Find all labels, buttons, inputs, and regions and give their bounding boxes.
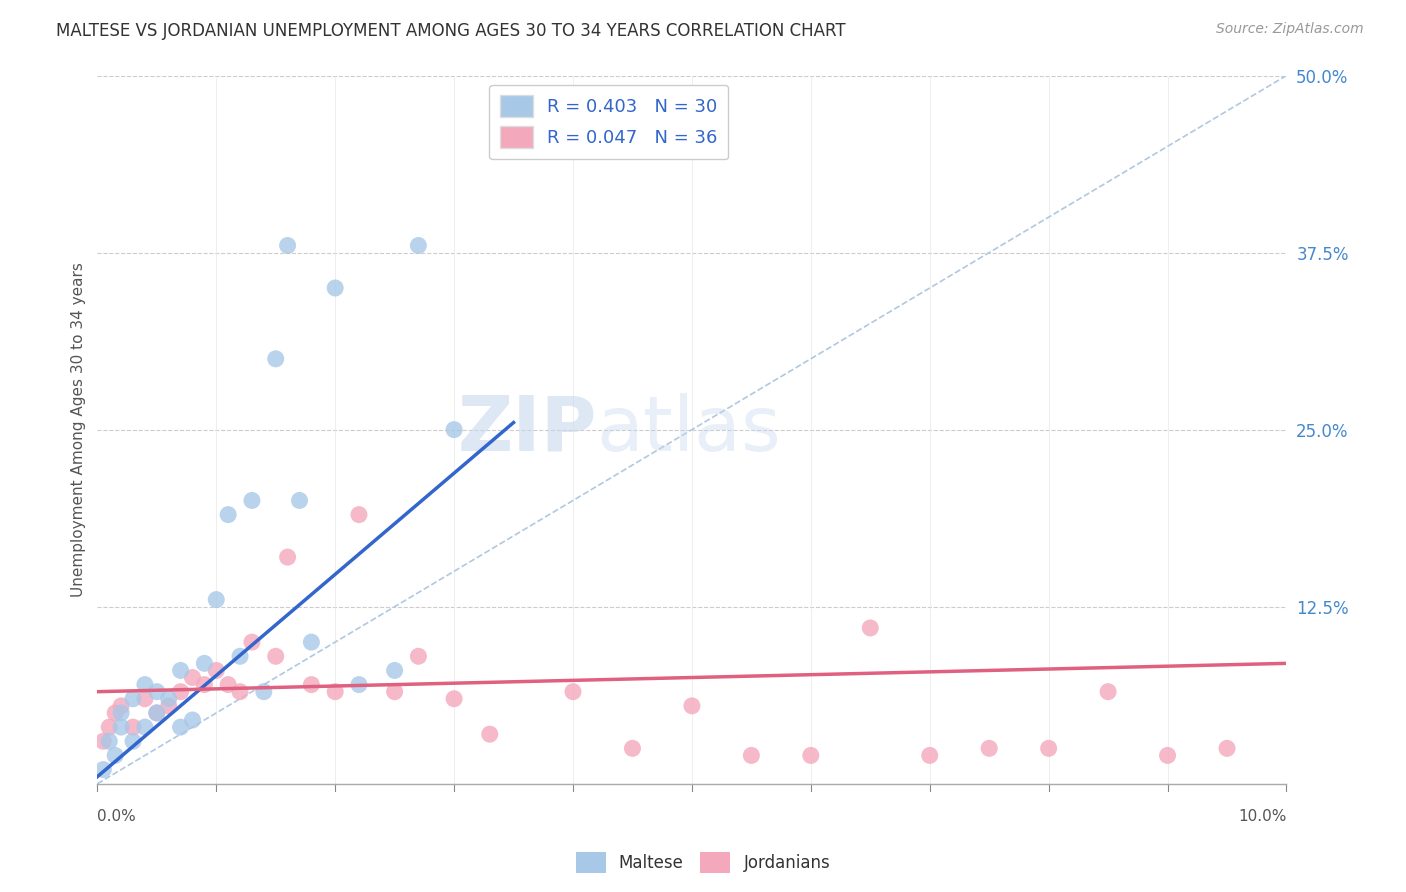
Point [169, 684, 191, 698]
Text: 10.0%: 10.0% [1239, 809, 1286, 824]
Point [104, 748, 127, 763]
Point [443, 691, 465, 706]
Point [299, 677, 322, 691]
Point [229, 684, 252, 698]
Point [323, 281, 346, 295]
Point [91, 734, 114, 748]
Point [347, 677, 370, 691]
Point [229, 649, 252, 664]
Text: 0.0%: 0.0% [97, 809, 136, 824]
Point [110, 720, 132, 734]
Point [193, 657, 215, 671]
Point [264, 351, 287, 366]
Point [169, 664, 191, 678]
Point [1216, 741, 1239, 756]
Point [169, 720, 191, 734]
Point [98, 734, 121, 748]
Point [110, 706, 132, 720]
Point [443, 423, 465, 437]
Point [181, 713, 204, 727]
Point [146, 706, 169, 720]
Legend: Maltese, Jordanians: Maltese, Jordanians [569, 846, 837, 880]
Point [98, 720, 121, 734]
Point [384, 664, 406, 678]
Text: ZIP: ZIP [457, 392, 596, 467]
Point [347, 508, 370, 522]
Text: MALTESE VS JORDANIAN UNEMPLOYMENT AMONG AGES 30 TO 34 YEARS CORRELATION CHART: MALTESE VS JORDANIAN UNEMPLOYMENT AMONG … [56, 22, 846, 40]
Point [181, 671, 204, 685]
Point [122, 734, 145, 748]
Point [91, 763, 114, 777]
Point [217, 677, 239, 691]
Point [205, 592, 228, 607]
Point [408, 649, 430, 664]
Text: Source: ZipAtlas.com: Source: ZipAtlas.com [1216, 22, 1364, 37]
Point [299, 635, 322, 649]
Point [122, 691, 145, 706]
Point [240, 493, 263, 508]
Text: atlas: atlas [596, 392, 782, 467]
Point [800, 748, 823, 763]
Point [122, 720, 145, 734]
Point [1097, 684, 1119, 698]
Point [277, 550, 299, 565]
Y-axis label: Unemployment Among Ages 30 to 34 years: Unemployment Among Ages 30 to 34 years [72, 262, 86, 597]
Point [408, 238, 430, 252]
Point [979, 741, 1001, 756]
Point [681, 698, 703, 713]
Point [104, 706, 127, 720]
Point [1038, 741, 1060, 756]
Point [240, 635, 263, 649]
Point [478, 727, 501, 741]
Point [146, 706, 169, 720]
Point [621, 741, 644, 756]
Point [740, 748, 762, 763]
Legend: R = 0.403   N = 30, R = 0.047   N = 36: R = 0.403 N = 30, R = 0.047 N = 36 [489, 85, 728, 160]
Point [193, 677, 215, 691]
Point [918, 748, 941, 763]
Point [859, 621, 882, 635]
Point [323, 684, 346, 698]
Point [205, 664, 228, 678]
Point [134, 691, 156, 706]
Point [384, 684, 406, 698]
Point [157, 698, 180, 713]
Point [277, 238, 299, 252]
Point [288, 493, 311, 508]
Point [264, 649, 287, 664]
Point [562, 684, 585, 698]
Point [146, 684, 169, 698]
Point [157, 691, 180, 706]
Point [1156, 748, 1178, 763]
Point [134, 677, 156, 691]
Point [253, 684, 276, 698]
Point [217, 508, 239, 522]
Point [110, 698, 132, 713]
Point [134, 720, 156, 734]
